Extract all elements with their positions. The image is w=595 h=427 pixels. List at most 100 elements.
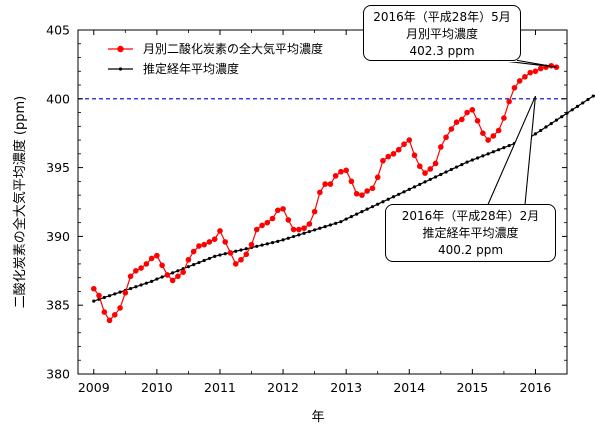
monthly-point-14 bbox=[164, 272, 171, 278]
monthly-point-52 bbox=[364, 188, 370, 194]
trend-point-54 bbox=[376, 202, 380, 206]
x-tick-label-2014: 2014 bbox=[393, 380, 425, 395]
trend-point-15 bbox=[171, 271, 175, 275]
trend-point-25 bbox=[223, 252, 227, 256]
y-tick-label-390: 390 bbox=[46, 229, 70, 244]
trend-point-55 bbox=[381, 200, 385, 204]
monthly-point-3 bbox=[106, 317, 113, 324]
monthly-point-27 bbox=[232, 261, 239, 267]
trend-point-10 bbox=[144, 281, 148, 285]
trend-point-22 bbox=[207, 256, 212, 261]
trend-point-87 bbox=[549, 121, 553, 126]
monthly-point-81 bbox=[516, 78, 523, 84]
y-tick-label-395: 395 bbox=[46, 160, 70, 175]
trend-point-86 bbox=[544, 125, 548, 129]
trend-point-31 bbox=[255, 244, 259, 248]
monthly-point-83 bbox=[527, 69, 534, 76]
trend-point-91 bbox=[570, 108, 574, 112]
monthly-point-42 bbox=[311, 208, 318, 215]
series-group bbox=[90, 62, 595, 324]
trend-point-65 bbox=[433, 175, 438, 179]
monthly-point-18 bbox=[185, 256, 192, 263]
plot-border bbox=[77, 29, 568, 375]
x-tick-label-2010: 2010 bbox=[141, 380, 173, 395]
trend-point-51 bbox=[360, 210, 364, 214]
legend-label-trend: 推定経年平均濃度 bbox=[143, 61, 239, 76]
trend-point-94 bbox=[586, 97, 590, 102]
monthly-point-56 bbox=[385, 153, 392, 160]
monthly-point-11 bbox=[148, 255, 155, 262]
monthly-point-6 bbox=[122, 290, 129, 296]
trend-point-2 bbox=[102, 295, 106, 300]
monthly-point-41 bbox=[306, 221, 313, 227]
trend-point-35 bbox=[276, 239, 280, 243]
monthly-point-43 bbox=[317, 189, 323, 196]
trend-point-13 bbox=[160, 275, 164, 279]
monthly-point-34 bbox=[269, 215, 276, 222]
monthly-point-0 bbox=[90, 285, 97, 292]
monthly-point-60 bbox=[406, 137, 413, 143]
trend-point-50 bbox=[355, 212, 359, 216]
callout-monthly-line-3: 402.3 ppm bbox=[409, 44, 475, 58]
legend-marker-trend bbox=[118, 67, 123, 71]
plot-frame bbox=[77, 29, 568, 375]
trend-point-27 bbox=[234, 249, 238, 253]
trend-point-90 bbox=[565, 111, 569, 115]
monthly-point-8 bbox=[133, 268, 139, 274]
monthly-point-84 bbox=[532, 68, 539, 75]
trend-point-8 bbox=[134, 285, 138, 289]
trend-point-75 bbox=[486, 152, 490, 156]
monthly-point-61 bbox=[411, 152, 418, 159]
trend-point-57 bbox=[391, 195, 396, 199]
monthly-point-20 bbox=[196, 243, 202, 249]
trend-point-29 bbox=[244, 247, 248, 251]
monthly-point-23 bbox=[211, 236, 218, 242]
x-tick-label-2013: 2013 bbox=[330, 380, 362, 395]
trend-point-33 bbox=[265, 242, 269, 246]
trend-point-16 bbox=[176, 269, 180, 273]
trend-point-12 bbox=[155, 277, 159, 281]
monthly-point-9 bbox=[138, 265, 144, 271]
trend-point-11 bbox=[150, 279, 154, 283]
monthly-point-45 bbox=[327, 181, 334, 187]
callout-monthly-line-2: 月別平均濃度 bbox=[405, 27, 478, 41]
monthly-point-10 bbox=[143, 261, 150, 267]
trend-point-3 bbox=[107, 294, 112, 298]
trend-point-88 bbox=[554, 118, 559, 122]
trend-point-38 bbox=[291, 234, 296, 239]
monthly-point-19 bbox=[190, 248, 197, 255]
monthly-point-68 bbox=[448, 126, 455, 132]
monthly-point-7 bbox=[127, 273, 134, 280]
monthly-point-63 bbox=[422, 170, 428, 176]
monthly-point-36 bbox=[280, 206, 286, 212]
trend-point-69 bbox=[454, 165, 459, 169]
trend-point-41 bbox=[307, 229, 311, 234]
monthly-point-49 bbox=[348, 178, 355, 185]
trend-point-46 bbox=[334, 221, 338, 225]
monthly-point-24 bbox=[217, 228, 223, 234]
trend-point-4 bbox=[113, 292, 117, 296]
monthly-point-47 bbox=[338, 168, 344, 175]
trend-point-59 bbox=[402, 190, 406, 194]
monthly-point-13 bbox=[159, 262, 165, 269]
monthly-point-57 bbox=[390, 151, 397, 157]
monthly-point-65 bbox=[432, 160, 439, 167]
monthly-point-85 bbox=[537, 65, 544, 72]
trend-point-60 bbox=[407, 187, 411, 191]
trend-point-34 bbox=[270, 240, 275, 245]
trend-point-77 bbox=[497, 148, 501, 152]
monthly-point-58 bbox=[395, 146, 402, 153]
x-tick-label-2012: 2012 bbox=[267, 380, 299, 395]
y-axis-ticks: 380 385 390 395 400 405 bbox=[46, 23, 567, 382]
trend-point-49 bbox=[349, 214, 354, 219]
monthly-point-77 bbox=[495, 127, 502, 134]
x-axis-ticks: 2009 2010 2011 2012 2013 2014 2015 2016 bbox=[78, 30, 551, 395]
monthly-point-82 bbox=[522, 73, 528, 80]
monthly-point-78 bbox=[501, 115, 507, 121]
trend-point-37 bbox=[286, 236, 290, 240]
trend-point-68 bbox=[449, 167, 453, 172]
monthly-point-12 bbox=[154, 252, 160, 259]
monthly-point-25 bbox=[222, 239, 229, 245]
trend-point-52 bbox=[365, 207, 369, 211]
monthly-point-4 bbox=[111, 312, 118, 318]
